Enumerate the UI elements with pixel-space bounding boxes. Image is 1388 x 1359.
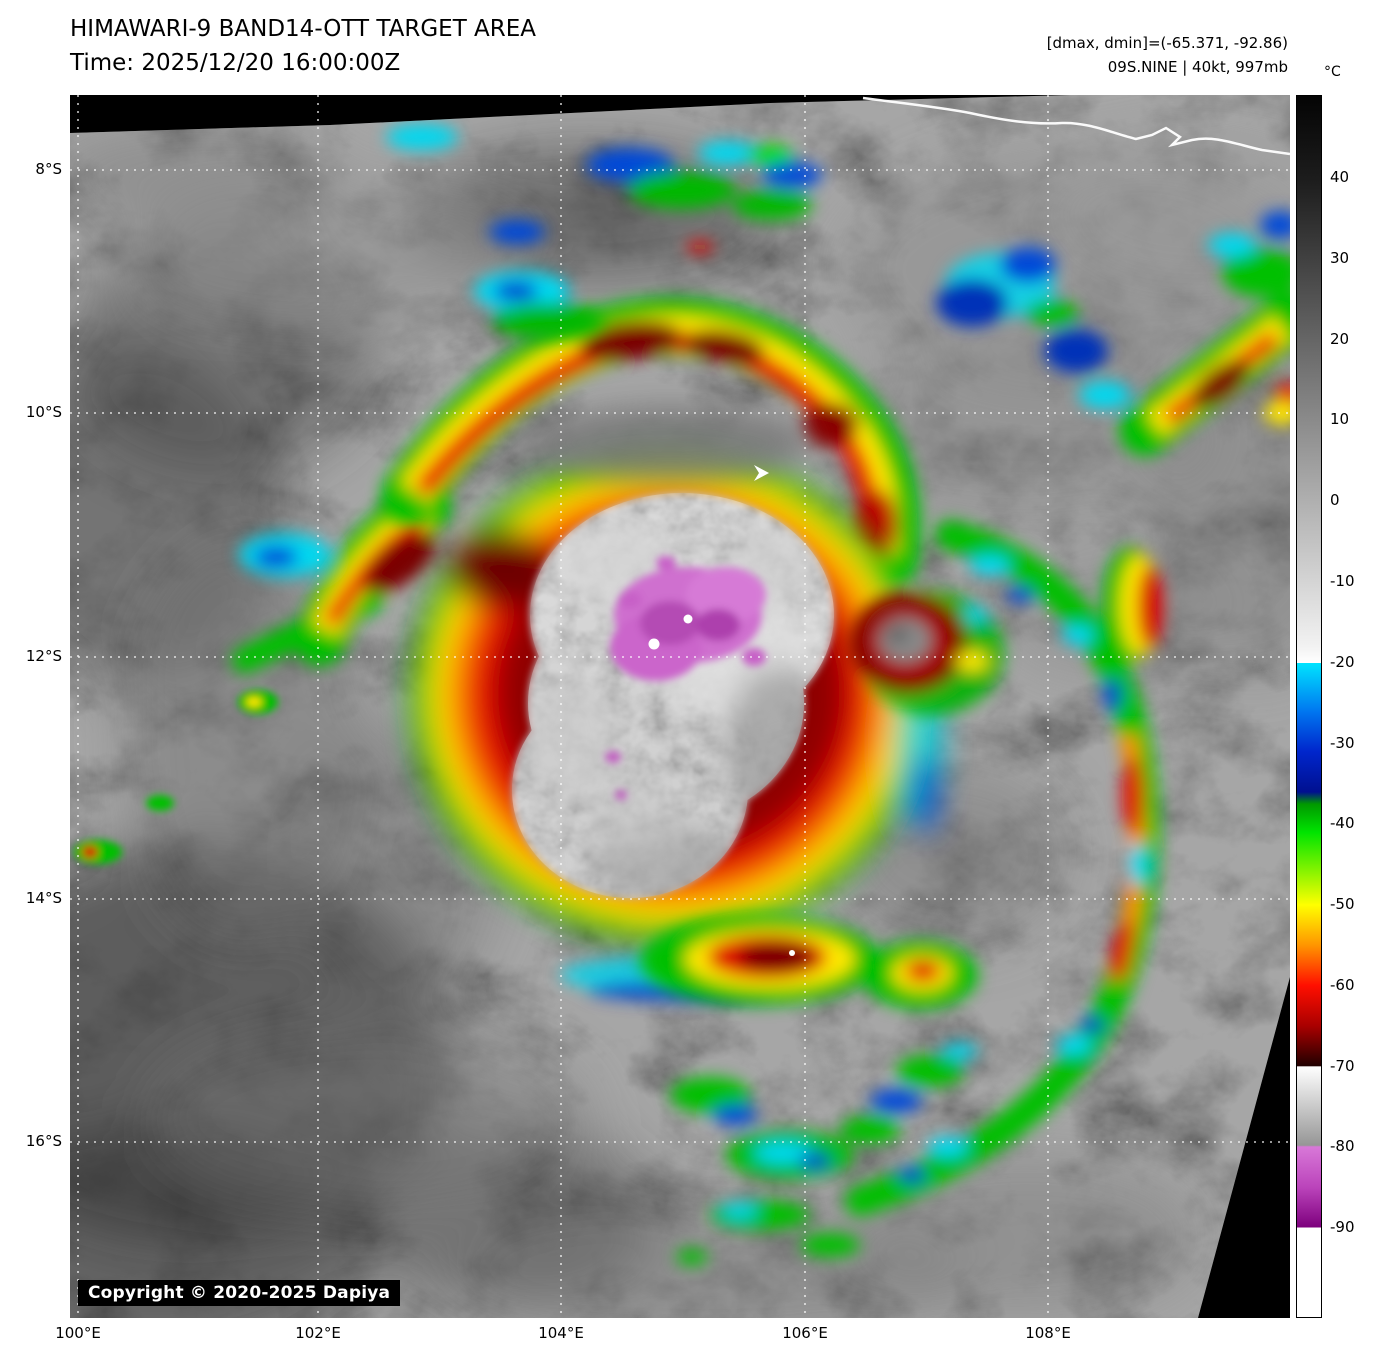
cloud-shading bbox=[70, 120, 1290, 1318]
south-scattered-convection bbox=[670, 1043, 978, 1265]
lon-label-102e: 102°E bbox=[295, 1324, 341, 1342]
lat-label-10s: 10°S bbox=[25, 403, 62, 421]
colorbar-tick-20: 20 bbox=[1330, 330, 1350, 348]
colorbar-tick-m50: -50 bbox=[1330, 895, 1355, 913]
colorbar-unit-label: °C bbox=[1324, 64, 1341, 80]
colorbar-tick-40: 40 bbox=[1330, 168, 1350, 186]
hot-pixel bbox=[789, 950, 795, 956]
lon-label-108e: 108°E bbox=[1025, 1324, 1071, 1342]
lon-label-104e: 104°E bbox=[538, 1324, 584, 1342]
northeast-convection bbox=[936, 211, 1290, 456]
title-block: HIMAWARI-9 BAND14-OTT TARGET AREA Time: … bbox=[70, 12, 536, 80]
copyright-label: Copyright © 2020-2025 Dapiya bbox=[78, 1280, 401, 1306]
scattered-convection-north bbox=[386, 124, 822, 339]
west-convection-specks bbox=[74, 690, 278, 864]
colorbar-tick-m20: -20 bbox=[1330, 653, 1355, 671]
dmax-dmin-readout: [dmax, dmin]=(-65.371, -92.86) bbox=[1046, 34, 1288, 52]
satellite-image-plot bbox=[70, 95, 1290, 1318]
east-vortex bbox=[850, 591, 1004, 715]
satellite-scene bbox=[70, 95, 1290, 1318]
storm-info: 09S.NINE | 40kt, 997mb bbox=[1107, 58, 1288, 76]
colorbar-tick-m40: -40 bbox=[1330, 814, 1355, 832]
satellite-imagery bbox=[70, 95, 1290, 1318]
lat-label-12s: 12°S bbox=[25, 647, 62, 665]
north-convective-band bbox=[381, 297, 921, 586]
lon-label-100e: 100°E bbox=[55, 1324, 101, 1342]
product-time: Time: 2025/12/20 16:00:00Z bbox=[70, 50, 401, 76]
lat-label-14s: 14°S bbox=[25, 889, 62, 907]
lat-label-16s: 16°S bbox=[25, 1132, 62, 1150]
east-rainband bbox=[845, 520, 1163, 1216]
colorbar bbox=[1296, 95, 1322, 1318]
colorbar-tick-m30: -30 bbox=[1330, 734, 1355, 752]
coastline bbox=[862, 96, 1290, 156]
colorbar-tick-10: 10 bbox=[1330, 410, 1350, 428]
colorbar-tick-0: 0 bbox=[1330, 491, 1340, 509]
colorbar-tick-m70: -70 bbox=[1330, 1057, 1355, 1075]
colorbar-tick-30: 30 bbox=[1330, 249, 1350, 267]
colorbar-gradient bbox=[1297, 96, 1321, 1317]
south-convection bbox=[640, 915, 978, 1009]
cyclone-cdo bbox=[512, 493, 834, 898]
colorbar-tick-m60: -60 bbox=[1330, 976, 1355, 994]
product-title: HIMAWARI-9 BAND14-OTT TARGET AREA bbox=[70, 16, 537, 42]
lat-label-8s: 8°S bbox=[35, 160, 62, 178]
gridlines bbox=[70, 95, 1290, 1318]
colorbar-tick-m80: -80 bbox=[1330, 1137, 1355, 1155]
storm-center-markers bbox=[648, 614, 693, 650]
wind-marker bbox=[754, 465, 769, 481]
lon-label-106e: 106°E bbox=[782, 1324, 828, 1342]
readout-block: [dmax, dmin]=(-65.371, -92.86) 09S.NINE … bbox=[1047, 31, 1288, 79]
colorbar-tick-m90: -90 bbox=[1330, 1218, 1355, 1236]
colorbar-tick-m10: -10 bbox=[1330, 572, 1355, 590]
